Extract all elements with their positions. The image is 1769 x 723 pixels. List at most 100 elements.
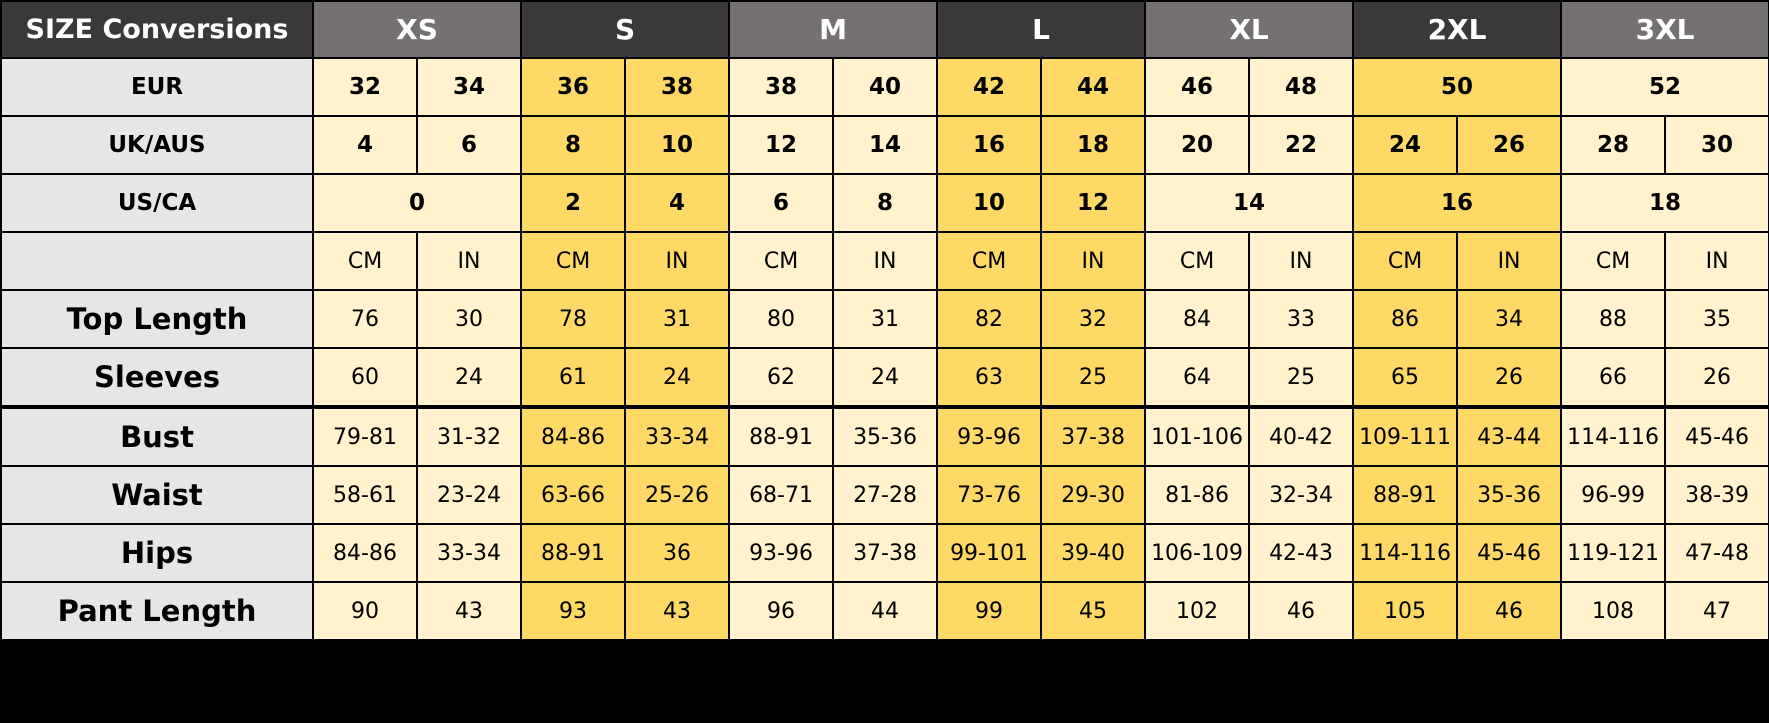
table-cell: 32 <box>312 57 418 117</box>
table-cell: 102 <box>1144 581 1251 641</box>
table-cell: 45-46 <box>1456 523 1563 583</box>
table-cell: 50 <box>1352 57 1563 117</box>
table-cell: 82 <box>936 289 1043 349</box>
table-cell: CM <box>728 231 835 291</box>
table-cell: 62 <box>728 347 835 408</box>
table-cell: CM <box>936 231 1043 291</box>
table-cell: CM <box>1144 231 1251 291</box>
row-label: Bust <box>0 405 314 467</box>
table-cell: 45 <box>1040 581 1147 641</box>
row-label <box>0 231 314 291</box>
table-cell: 35-36 <box>832 405 939 467</box>
table-cell: 38 <box>624 57 731 117</box>
table-cell: 109-111 <box>1352 405 1459 467</box>
table-cell: 28 <box>1560 115 1667 175</box>
table-cell: 84-86 <box>312 523 418 583</box>
table-cell: 86 <box>1352 289 1459 349</box>
table-cell: 24 <box>624 347 731 408</box>
table-cell: 66 <box>1560 347 1667 408</box>
size-header-xl: XL <box>1144 0 1355 59</box>
table-cell: 114-116 <box>1560 405 1667 467</box>
table-cell: 44 <box>832 581 939 641</box>
table-cell: 46 <box>1248 581 1355 641</box>
table-cell: 14 <box>1144 173 1355 233</box>
table-cell: 4 <box>624 173 731 233</box>
row-label: EUR <box>0 57 314 117</box>
size-conversion-table: SIZE Conversions XS S M L XL 2XL 3XL EUR 32 34 36… <box>0 0 1769 641</box>
table-cell: 78 <box>520 289 627 349</box>
size-header-s: S <box>520 0 731 59</box>
table-cell: 68-71 <box>728 465 835 525</box>
table-cell: 32-34 <box>1248 465 1355 525</box>
table-cell: 34 <box>1456 289 1563 349</box>
table-row: Sleeves 60 24 61 24 62 24 63 25 64 25 65 26 66 26 <box>0 347 1769 408</box>
table-row: Bust 79-81 31-32 84-86 33-34 88-91 35-36 93-96 3… <box>0 405 1769 467</box>
table-cell: 35 <box>1664 289 1769 349</box>
table-cell: 25 <box>1040 347 1147 408</box>
table-cell: 29-30 <box>1040 465 1147 525</box>
table-cell: 38 <box>728 57 835 117</box>
table-cell: 43-44 <box>1456 405 1563 467</box>
table-cell: 4 <box>312 115 418 175</box>
table-cell: 88-91 <box>728 405 835 467</box>
table-cell: IN <box>624 231 731 291</box>
table-cell: 0 <box>311 173 523 233</box>
table-cell: 43 <box>624 581 731 641</box>
table-cell: 16 <box>936 115 1043 175</box>
table-cell: 79-81 <box>312 405 418 467</box>
table-cell: 39-40 <box>1040 523 1147 583</box>
table-cell: 84-86 <box>520 405 627 467</box>
table-cell: 106-109 <box>1144 523 1251 583</box>
table-cell: 119-121 <box>1560 523 1667 583</box>
table-cell: 93 <box>520 581 627 641</box>
table-cell: 114-116 <box>1352 523 1459 583</box>
table-cell: 63-66 <box>520 465 627 525</box>
table-cell: 44 <box>1040 57 1147 117</box>
table-cell: 2 <box>520 173 627 233</box>
table-cell: 25-26 <box>624 465 731 525</box>
table-cell: 90 <box>312 581 418 641</box>
table-cell: 14 <box>832 115 939 175</box>
table-cell: 52 <box>1560 57 1769 117</box>
table-cell: 18 <box>1040 115 1147 175</box>
table-cell: 32 <box>1040 289 1147 349</box>
row-label: Sleeves <box>0 347 314 408</box>
row-label: Waist <box>0 465 314 525</box>
table-cell: 24 <box>832 347 939 408</box>
table-row: UK/AUS 4 6 8 10 12 14 16 18 20 22 24 26 28 30 <box>0 115 1769 175</box>
table-cell: CM <box>1352 231 1459 291</box>
table-cell: 93-96 <box>728 523 835 583</box>
row-label: Top Length <box>0 289 314 349</box>
row-label: US/CA <box>0 173 314 233</box>
size-header-xs: XS <box>311 0 523 59</box>
table-cell: 34 <box>415 57 523 117</box>
table-cell: IN <box>1664 231 1769 291</box>
table-cell: 60 <box>312 347 418 408</box>
table-cell: 26 <box>1456 347 1563 408</box>
table-cell: 42 <box>936 57 1043 117</box>
table-cell: IN <box>1040 231 1147 291</box>
table-cell: 18 <box>1560 173 1769 233</box>
table-cell: 37-38 <box>1040 405 1147 467</box>
table-cell: IN <box>832 231 939 291</box>
table-cell: 65 <box>1352 347 1459 408</box>
table-cell: CM <box>312 231 418 291</box>
table-cell: 6 <box>728 173 835 233</box>
table-cell: 43 <box>415 581 523 641</box>
table-cell: IN <box>415 231 523 291</box>
table-cell: 26 <box>1664 347 1769 408</box>
table-cell: 108 <box>1560 581 1667 641</box>
size-header-m: M <box>728 0 939 59</box>
table-title: SIZE Conversions <box>0 0 314 59</box>
table-cell: IN <box>1248 231 1355 291</box>
size-header-l: L <box>936 0 1147 59</box>
table-cell: 99 <box>936 581 1043 641</box>
table-cell: 84 <box>1144 289 1251 349</box>
table-cell: 12 <box>728 115 835 175</box>
table-cell: 99-101 <box>936 523 1043 583</box>
table-cell: 48 <box>1248 57 1355 117</box>
table-row: Hips 84-86 33-34 88-91 36 93-96 37-38 99-101 39-… <box>0 523 1769 583</box>
table-row: EUR 32 34 36 38 38 40 42 44 46 48 50 52 <box>0 57 1769 117</box>
table-row: Pant Length 90 43 93 43 96 44 99 45 102 46 105 46 108… <box>0 581 1769 641</box>
table-cell: IN <box>1456 231 1563 291</box>
